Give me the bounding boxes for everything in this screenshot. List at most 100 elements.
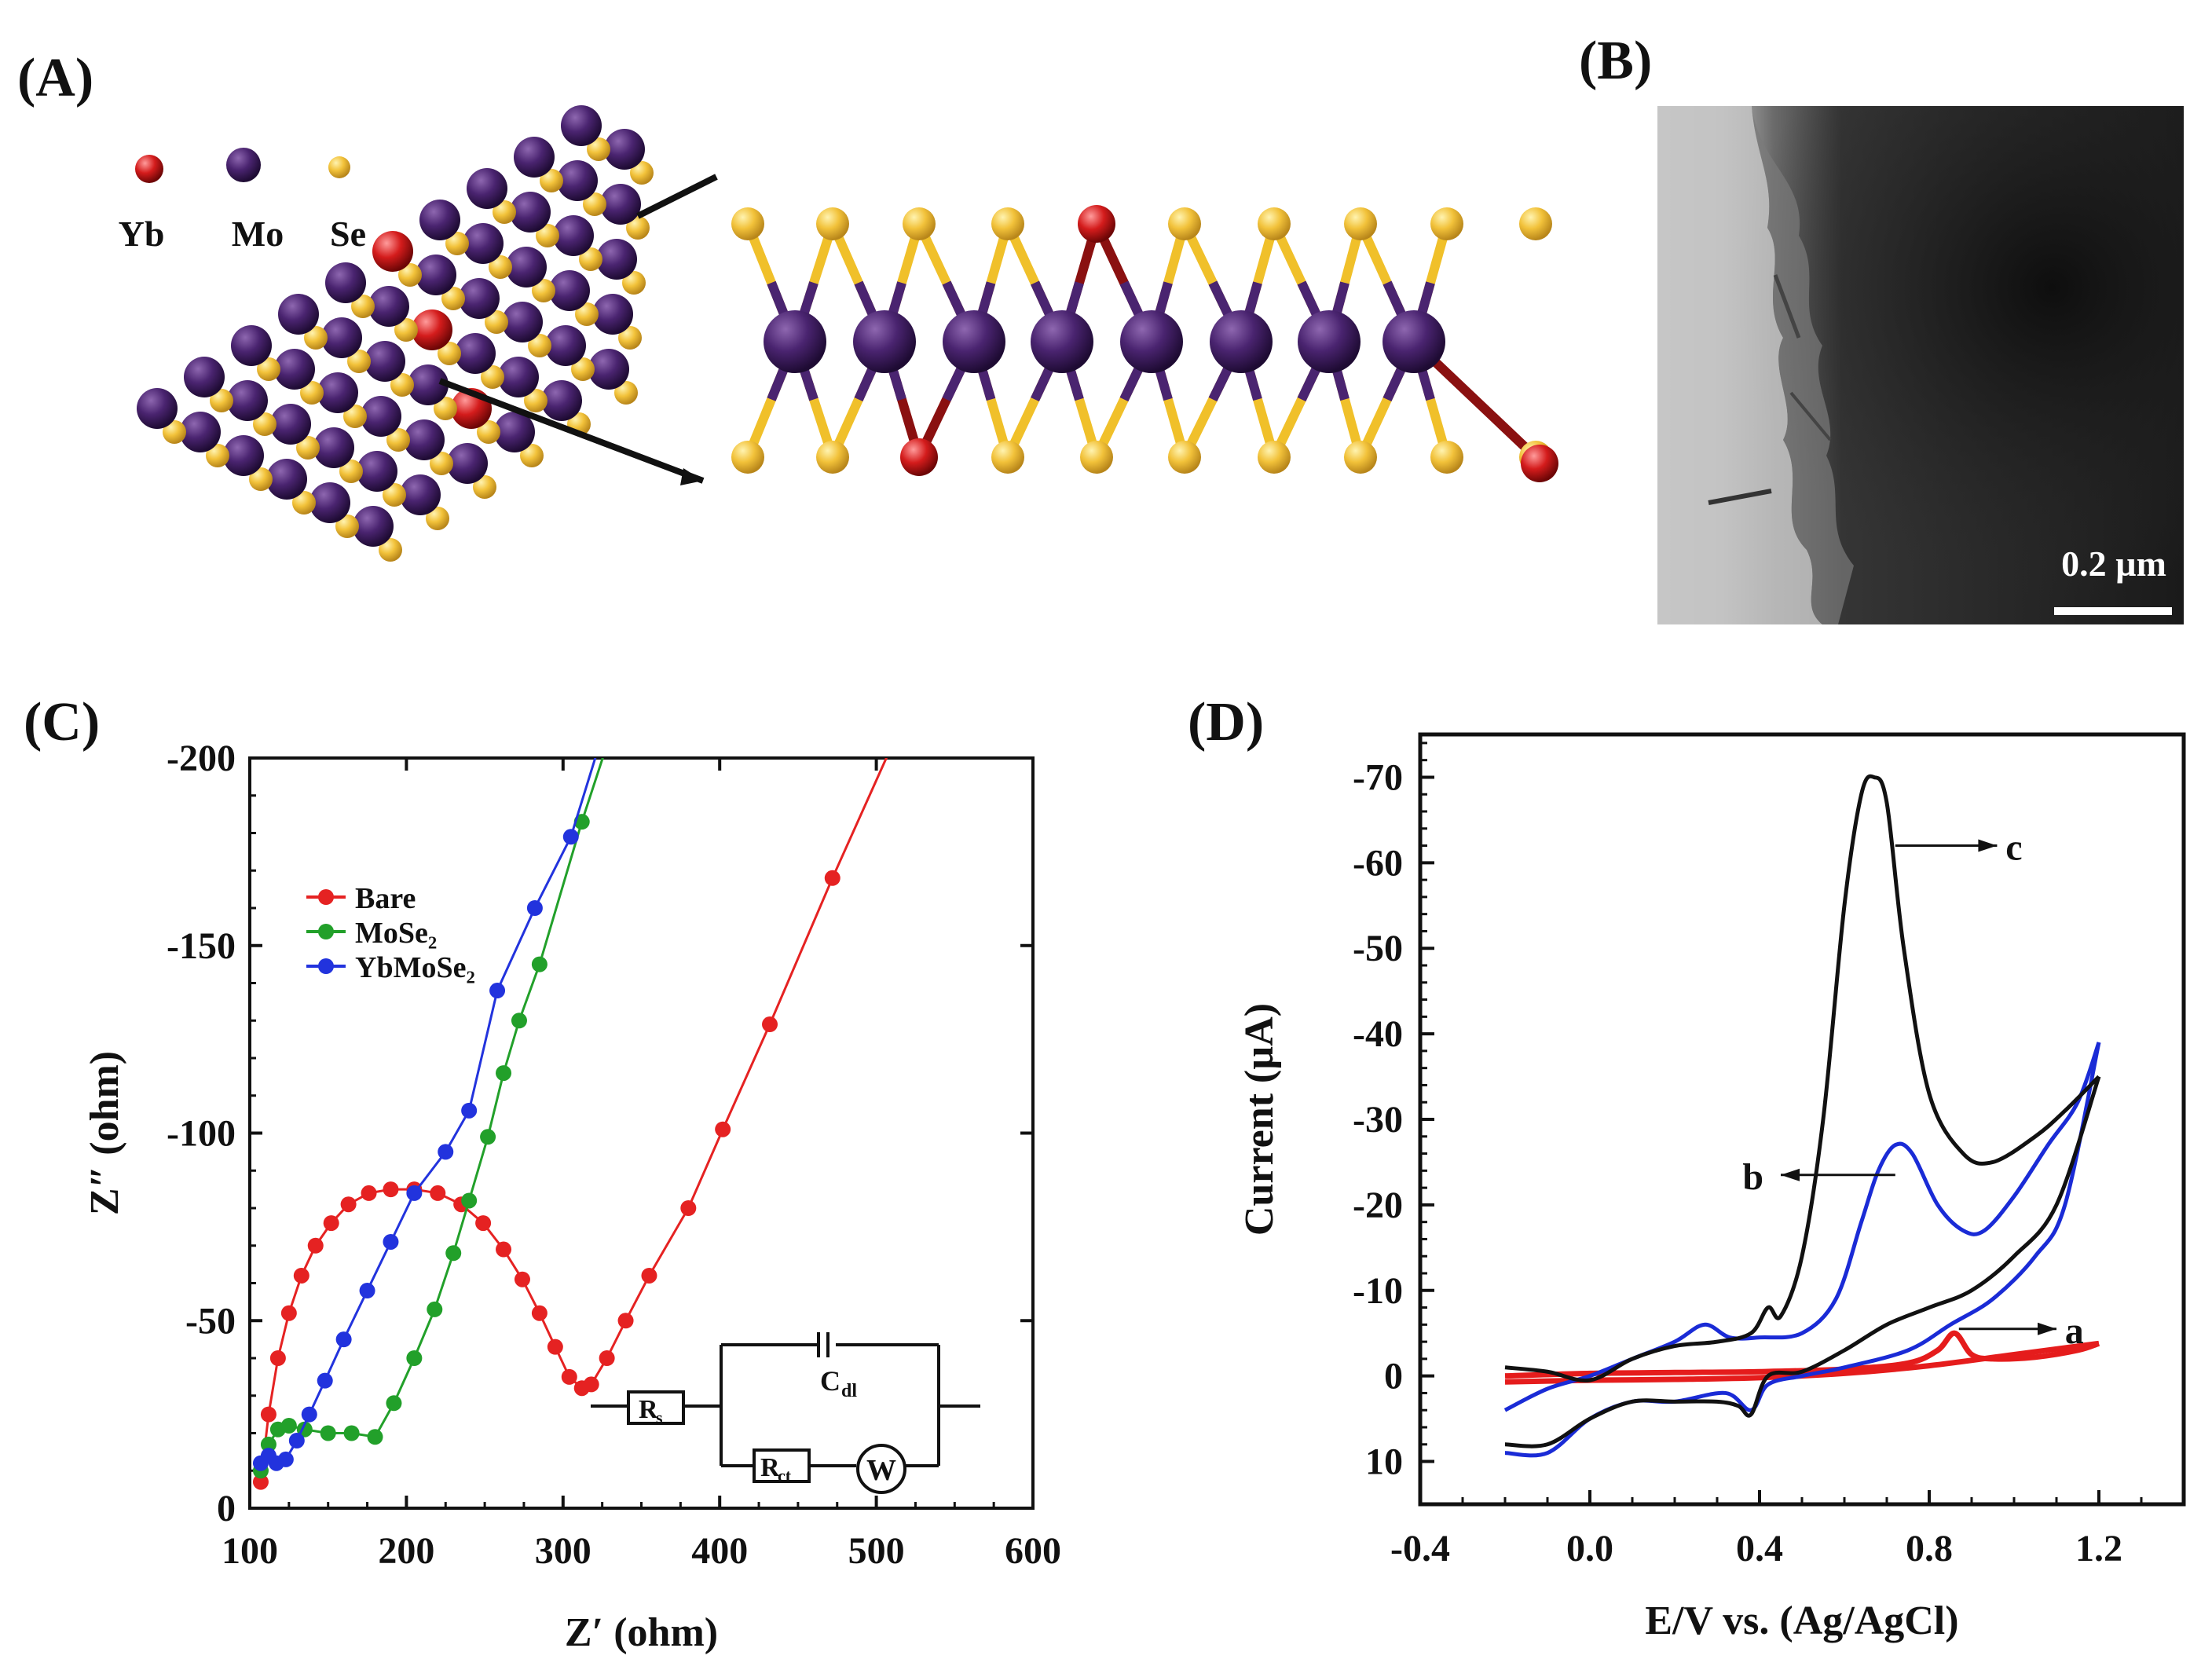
x-tick-label: 600: [1005, 1530, 1061, 1572]
x-tick-label: 200: [378, 1530, 434, 1572]
slab-se-atom: [206, 444, 229, 467]
cdl-label: C: [820, 1365, 840, 1397]
slab-mo-atom: [223, 435, 264, 476]
zoom-line-top: [636, 174, 718, 219]
data-point: [280, 1305, 297, 1321]
slab-se-atom: [540, 169, 563, 192]
slab-se-atom: [626, 216, 650, 240]
slab-mo-atom: [592, 294, 633, 335]
y-tick-label: 0: [217, 1488, 236, 1529]
slab-se-atom: [579, 247, 602, 271]
curve-c-forward: [1504, 774, 2100, 1383]
lattice-se-atom: [1080, 441, 1113, 474]
curve-a-label: a: [2065, 1310, 2084, 1352]
zoom-line-bottom: [438, 378, 705, 484]
data-point: [461, 1102, 478, 1119]
lattice-se-atom: [1344, 207, 1377, 240]
slab-se-atom: [614, 381, 638, 405]
lattice-se-atom: [903, 207, 936, 240]
lattice-mo-atom: [853, 310, 916, 373]
legend-yb-label: Yb: [119, 214, 165, 254]
data-point: [762, 1016, 778, 1033]
slab-mo-atom: [231, 325, 272, 366]
data-point: [323, 1215, 339, 1232]
data-point: [680, 1200, 697, 1216]
x-tick-label: 0.8: [1906, 1528, 1953, 1569]
rs-label: R: [639, 1395, 658, 1424]
slab-se-atom: [587, 137, 610, 161]
slab-yb-atom: [412, 309, 452, 350]
slab-se-atom: [473, 475, 496, 499]
scale-bar: [2054, 607, 2172, 615]
slab-mo-atom: [467, 168, 507, 209]
slab-se-atom: [571, 357, 595, 381]
curve-c-reverse: [1504, 1075, 2101, 1448]
mo-legend-atom: [226, 148, 261, 182]
slab-mo-atom: [553, 215, 594, 256]
slab-se-atom: [618, 326, 642, 350]
data-point: [383, 1233, 399, 1250]
data-point: [280, 1417, 297, 1434]
slab-se-atom: [532, 279, 555, 302]
slab-se-atom: [445, 232, 469, 255]
lattice-mo-atom: [943, 310, 1005, 373]
slab-se-atom: [434, 397, 457, 420]
slab-mo-atom: [404, 419, 445, 460]
data-point: [526, 900, 543, 916]
data-point: [641, 1267, 657, 1284]
lattice-mo-atom: [1298, 310, 1361, 373]
slab-mo-atom: [368, 286, 409, 327]
lattice-yb-atom: [1521, 445, 1558, 482]
slab-se-atom: [300, 381, 324, 405]
slab-mo-atom: [408, 364, 449, 405]
slab-mo-atom: [309, 482, 350, 523]
slab-se-atom: [335, 515, 359, 538]
y-tick-label: -60: [1353, 842, 1403, 884]
slab-mo-atom: [506, 247, 547, 287]
lattice-mo-atom: [1210, 310, 1273, 373]
slab-se-atom: [249, 467, 273, 491]
slab-mo-atom: [400, 474, 441, 515]
lattice-se-atom: [731, 207, 764, 240]
slab-mo-atom: [184, 357, 225, 397]
slab-mo-atom: [545, 325, 586, 366]
x-tick-label: 0.4: [1736, 1528, 1783, 1569]
lattice-se-atom: [1519, 207, 1552, 240]
data-point: [617, 1313, 634, 1329]
series-line-0: [259, 758, 888, 1482]
y-tick-label: -100: [167, 1113, 236, 1155]
nyquist-plot: 100 200 300 400 500 600 0 -50 -100 -150 -200 Z′ (oh…: [82, 738, 1061, 1655]
y-tick-label: 10: [1365, 1441, 1403, 1483]
legend-marker: [318, 924, 334, 939]
slab-se-atom: [520, 444, 544, 467]
slab-se-atom: [351, 295, 375, 318]
slab-mo-atom: [416, 255, 456, 295]
tem-image-panel: 0.2 µm: [1657, 106, 2184, 624]
lattice-yb-atom: [1078, 205, 1115, 243]
data-point: [561, 1368, 577, 1385]
x-tick-label: -0.4: [1390, 1528, 1450, 1569]
slab-se-atom: [630, 161, 654, 185]
slab-mo-atom: [541, 380, 582, 421]
equivalent-circuit: Rs C dl Rct W: [591, 1332, 980, 1494]
svg-text:dl: dl: [841, 1381, 857, 1401]
data-point: [547, 1339, 563, 1355]
slab-mo-atom: [459, 278, 500, 319]
y-tick-label: -10: [1353, 1270, 1403, 1312]
slab-se-atom: [343, 405, 367, 428]
data-point: [461, 1192, 478, 1209]
slab-se-atom: [383, 483, 406, 507]
lattice-se-atom: [1168, 441, 1201, 474]
slab-se-atom: [390, 373, 414, 397]
lattice-se-atom: [991, 441, 1024, 474]
slab-mo-atom: [447, 443, 488, 484]
lattice-mo-atom: [1382, 310, 1445, 373]
slab-se-atom: [339, 460, 363, 483]
slab-mo-atom: [514, 137, 555, 178]
legend-marker: [318, 958, 334, 974]
data-point: [320, 1425, 336, 1441]
slab-se-atom: [257, 357, 280, 381]
scale-bar-label: 0.2 µm: [2061, 544, 2166, 584]
lattice-se-atom: [816, 207, 849, 240]
